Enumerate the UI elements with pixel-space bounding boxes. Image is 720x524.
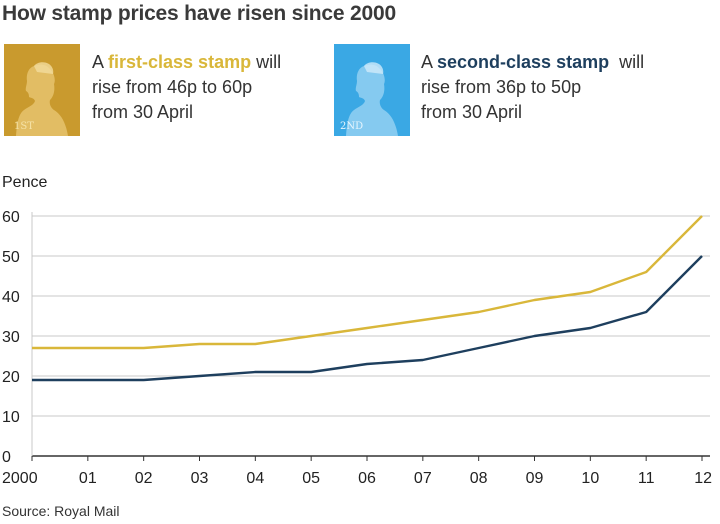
x-tick-label: 04: [246, 470, 264, 487]
description-line-2: rise from 36p to 50p: [421, 77, 582, 97]
x-tick-label: 09: [526, 470, 544, 487]
y-axis-label: Pence: [2, 174, 47, 191]
y-tick-label: 10: [2, 409, 20, 426]
source-note: Source: Royal Mail: [2, 503, 120, 519]
second-class-description: A second-class stamp will rise from 36p …: [421, 50, 651, 125]
second-class-series-line: [32, 255, 703, 382]
price-line-chart: Pence 0 10 20 30 40 50 60 2000 01 02 03 04 05 06 07 08…: [2, 174, 712, 487]
chart-title: How stamp prices have risen since 2000: [2, 2, 396, 25]
x-tick-label: 08: [470, 470, 488, 487]
x-tick-label: 11: [638, 470, 655, 487]
first-class-description: A first-class stamp will rise from 46p t…: [92, 50, 322, 125]
description-line-3: from 30 April: [421, 102, 523, 122]
description-suffix: will: [609, 52, 645, 72]
x-tick-label: 2000: [2, 470, 38, 487]
description-prefix: A: [421, 52, 438, 72]
description-prefix: A: [92, 52, 109, 72]
x-tick-label: 10: [581, 470, 599, 487]
x-tick-label: 06: [358, 470, 376, 487]
x-tick-labels: 2000 01 02 03 04 05 06 07 08 09 10 11 12: [2, 456, 712, 487]
x-tick-label: 05: [302, 470, 320, 487]
description-line-3: from 30 April: [92, 102, 194, 122]
stamp-label: 2ND: [340, 121, 363, 132]
description-suffix: will: [251, 52, 282, 72]
x-tick-label: 01: [79, 470, 97, 487]
first-class-series-line: [32, 215, 703, 350]
first-class-highlight: first-class stamp: [108, 52, 252, 72]
y-tick-label: 20: [2, 369, 20, 386]
stamp-label: 1ST: [14, 121, 34, 132]
x-tick-label: 03: [191, 470, 209, 487]
x-tick-label: 07: [414, 470, 432, 487]
y-tick-label: 0: [2, 449, 11, 466]
y-tick-labels: 0 10 20 30 40 50 60: [2, 209, 20, 466]
gridlines: [31, 212, 710, 457]
x-tick-label: 02: [135, 470, 153, 487]
y-tick-label: 30: [2, 329, 20, 346]
x-tick-label: 12: [694, 470, 712, 487]
second-class-stamp-icon: 2ND: [334, 44, 410, 136]
y-tick-label: 40: [2, 289, 20, 306]
second-class-highlight: second-class stamp: [437, 52, 610, 72]
first-class-stamp-icon: 1ST: [4, 44, 80, 136]
series-lines: [32, 215, 703, 382]
y-tick-label: 60: [2, 209, 20, 226]
description-line-2: rise from 46p to 60p: [92, 77, 253, 97]
y-tick-label: 50: [2, 249, 20, 266]
